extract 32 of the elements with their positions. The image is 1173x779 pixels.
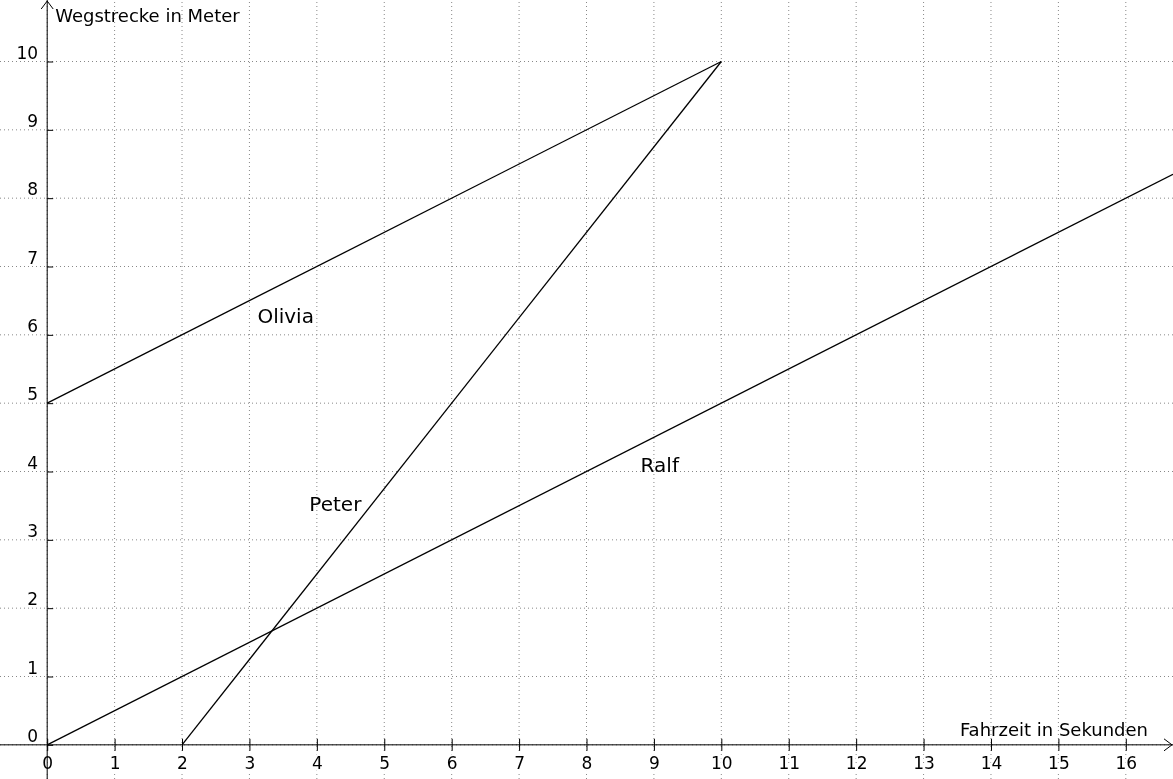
x-tick-label: 14 <box>980 753 1003 774</box>
y-tick-label: 6 <box>27 315 39 336</box>
x-tick-label: 6 <box>446 753 458 774</box>
series-label: Peter <box>309 491 363 516</box>
x-tick-label: 11 <box>778 753 801 774</box>
series-label: Olivia <box>257 303 314 328</box>
x-tick-label: 2 <box>177 753 188 774</box>
y-tick-label: 5 <box>27 384 39 405</box>
x-tick-label: 12 <box>845 753 868 774</box>
y-tick-label: 2 <box>27 589 39 610</box>
x-tick-label: 8 <box>581 753 593 774</box>
y-tick-label: 3 <box>27 520 39 541</box>
y-axis-title: Wegstrecke in Meter <box>55 5 241 26</box>
x-tick-label: 13 <box>913 753 935 774</box>
x-tick-label: 5 <box>379 753 391 774</box>
x-tick-label: 4 <box>311 753 323 774</box>
y-tick-label: 1 <box>27 657 39 678</box>
y-tick-label: 10 <box>16 42 39 63</box>
y-tick-label: 0 <box>27 725 39 746</box>
x-tick-label: 10 <box>711 753 733 774</box>
x-tick-label: 1 <box>109 753 121 774</box>
y-tick-label: 4 <box>27 452 39 473</box>
x-axis-title: Fahrzeit in Sekunden <box>959 718 1148 740</box>
y-tick-label: 8 <box>27 179 39 200</box>
y-tick-label: 7 <box>27 247 39 268</box>
x-tick-label: 7 <box>514 753 525 774</box>
x-tick-label: 3 <box>244 753 256 774</box>
series-label: Ralf <box>640 453 680 478</box>
x-tick-label: 16 <box>1115 753 1138 774</box>
x-tick-label: 15 <box>1048 753 1070 774</box>
y-tick-label: 9 <box>27 110 39 131</box>
x-tick-label: 9 <box>649 753 660 774</box>
